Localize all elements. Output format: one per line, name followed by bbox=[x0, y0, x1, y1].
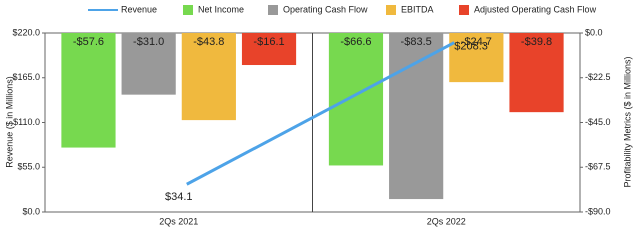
legend-swatch bbox=[268, 5, 278, 15]
value-label: -$43.8 bbox=[193, 36, 224, 48]
bar bbox=[121, 33, 176, 95]
y2-tick-label: $0.0 bbox=[585, 27, 603, 37]
value-label: $34.1 bbox=[165, 191, 193, 203]
bar bbox=[389, 33, 444, 200]
y-tick-label: $55.0 bbox=[17, 162, 40, 172]
y2-axis-title: Profitability Metrics ($ in Millions) bbox=[622, 56, 632, 187]
bar bbox=[181, 33, 236, 121]
y2-tick-label: -$67.5 bbox=[585, 162, 611, 172]
y2-tick-label: -$90.0 bbox=[585, 206, 611, 216]
chart: Revenue ($ in Millions) Profitability Me… bbox=[4, 4, 632, 226]
value-label: $208.3 bbox=[454, 40, 488, 52]
value-label: -$31.0 bbox=[133, 36, 164, 48]
legend-label: Net Income bbox=[198, 4, 244, 14]
value-label: -$39.8 bbox=[521, 36, 552, 48]
legend-label: Adjusted Operating Cash Flow bbox=[474, 4, 597, 14]
bar bbox=[61, 33, 116, 148]
legend-label: Operating Cash Flow bbox=[283, 4, 368, 14]
value-label: -$83.5 bbox=[401, 36, 432, 48]
y-tick-label: $0.0 bbox=[22, 206, 40, 216]
bar bbox=[449, 33, 504, 83]
legend-label: EBITDA bbox=[401, 4, 434, 14]
value-label: -$24.7 bbox=[461, 36, 492, 48]
y-tick-label: $110.0 bbox=[13, 117, 40, 127]
x-tick-label: 2Qs 2021 bbox=[159, 216, 198, 226]
value-label: -$57.6 bbox=[73, 36, 104, 48]
bar bbox=[241, 33, 297, 66]
y-tick-label: $220.0 bbox=[12, 27, 40, 37]
bar bbox=[509, 33, 564, 113]
value-label: -$16.1 bbox=[253, 36, 284, 48]
y-axis-title: Revenue ($ in Millions) bbox=[4, 76, 14, 168]
y2-tick-label: -$45.0 bbox=[585, 117, 611, 127]
legend-label: Revenue bbox=[121, 4, 157, 14]
line bbox=[186, 41, 455, 186]
legend-swatch bbox=[459, 5, 469, 15]
bar bbox=[328, 33, 384, 166]
y2-tick-label: -$22.5 bbox=[585, 72, 611, 82]
value-label: -$66.6 bbox=[340, 36, 371, 48]
legend-swatch bbox=[183, 5, 193, 15]
legend-swatch bbox=[386, 5, 396, 15]
y-tick-label: $165.0 bbox=[12, 72, 40, 82]
x-tick-label: 2Qs 2022 bbox=[427, 216, 466, 226]
